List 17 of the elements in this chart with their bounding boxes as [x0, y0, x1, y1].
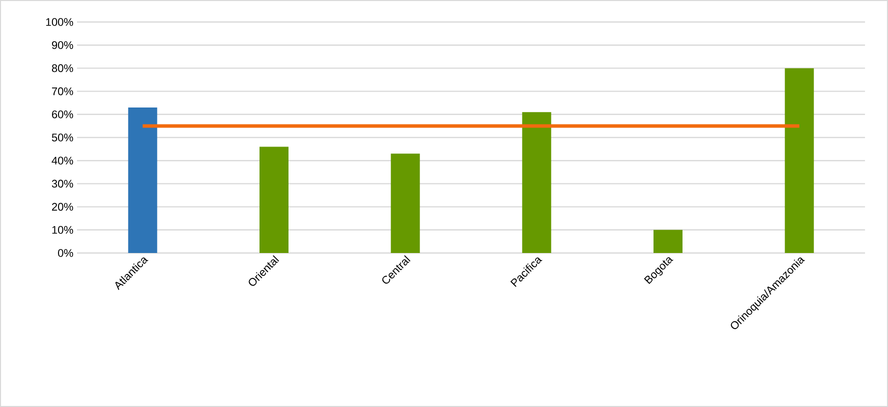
- bar: [784, 68, 814, 253]
- y-tick-label: 60%: [52, 110, 74, 118]
- y-tick-label: 10%: [52, 226, 74, 234]
- bar: [260, 146, 289, 253]
- bar: [522, 112, 552, 253]
- y-tick-label: 100%: [46, 18, 74, 26]
- y-tick-label: 0%: [58, 249, 74, 257]
- y-tick-label: 80%: [52, 64, 74, 72]
- y-tick-label: 40%: [52, 156, 74, 164]
- y-tick-label: 70%: [52, 87, 74, 96]
- bar: [128, 107, 158, 253]
- y-tick-label: 90%: [52, 41, 74, 49]
- y-tick-label: 20%: [52, 202, 74, 211]
- y-tick-label: 50%: [52, 134, 74, 142]
- y-tick-label: 30%: [52, 180, 74, 188]
- bar: [390, 154, 420, 253]
- bar: [654, 230, 683, 253]
